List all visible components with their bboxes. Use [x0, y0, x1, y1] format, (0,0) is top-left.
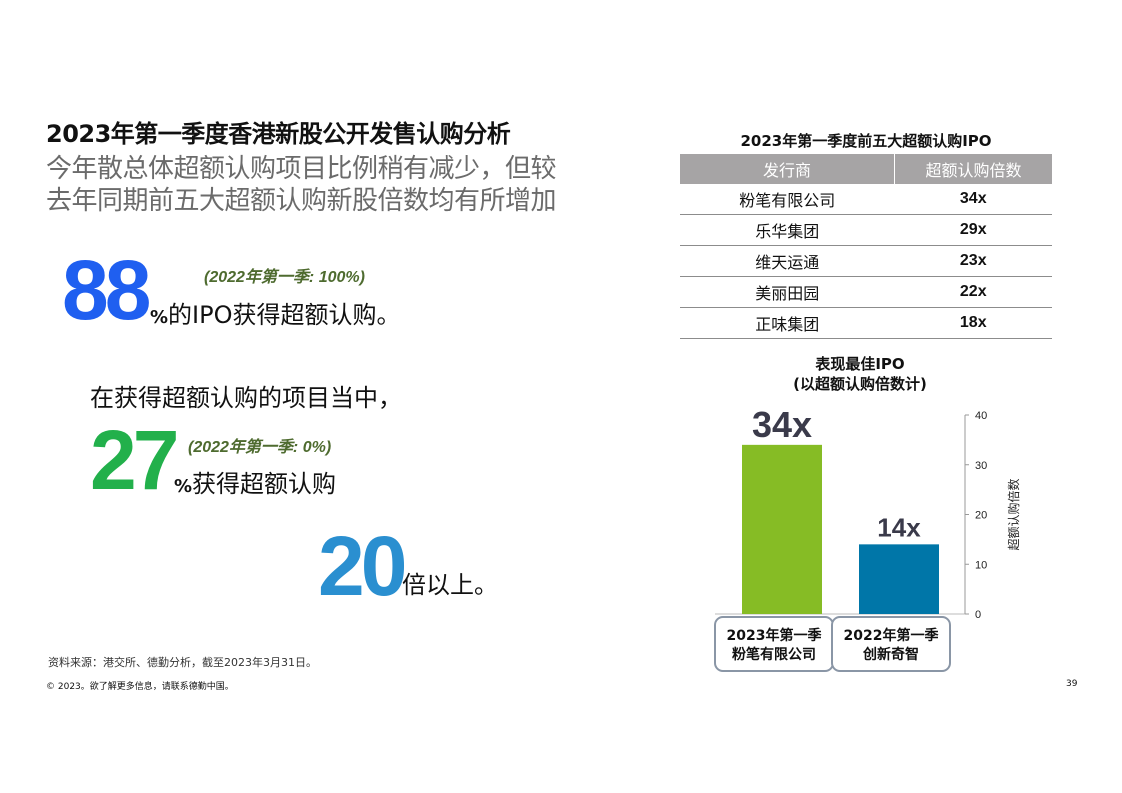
top-ipo-table: 发行商 超额认购倍数 粉笔有限公司 34x 乐华集团 29x 维天运通 23x …: [680, 154, 1052, 339]
table-row: 维天运通 23x: [680, 245, 1052, 277]
table-row: 美丽田园 22x: [680, 276, 1052, 308]
stat-27-description: 获得超额认购: [192, 470, 337, 498]
header-multiple: 超额认购倍数: [894, 154, 1052, 184]
table-row: 粉笔有限公司 34x: [680, 184, 1052, 215]
y-tick-label: 0: [975, 609, 981, 621]
y-axis-label: 超额认购倍数: [1006, 478, 1021, 550]
chart-title-line-2: (以超额认购倍数计): [793, 375, 927, 393]
multiple-cell: 18x: [894, 307, 1052, 339]
y-tick-label: 30: [975, 460, 987, 472]
multiple-cell: 34x: [894, 184, 1052, 215]
subtitle-line-1: 今年散总体超额认购项目比例稍有减少，但较: [46, 154, 557, 184]
stat-88-description: 的IPO获得超额认购。: [168, 301, 401, 329]
stat-27-percent: %: [174, 476, 193, 497]
bar-data-label: 14x: [877, 512, 921, 542]
category-label: 粉笔有限公司: [732, 646, 816, 663]
oversubscribed-intro: 在获得超额认购的项目当中，: [90, 384, 402, 412]
table-header-row: 发行商 超额认购倍数: [680, 154, 1052, 184]
page-title: 2023年第一季度香港新股公开发售认购分析: [46, 120, 511, 148]
table-row: 正味集团 18x: [680, 307, 1052, 339]
category-label: 创新奇智: [862, 646, 919, 663]
category-label: 2022年第一季: [844, 627, 939, 644]
stat-27-number: 27: [90, 413, 179, 507]
table-title: 2023年第一季度前五大超额认购IPO: [740, 132, 992, 150]
stat-27-comparison-note: (2022年第一季: 0%): [188, 439, 332, 456]
category-label-box: [831, 616, 951, 672]
chart-title: 表现最佳IPO (以超额认购倍数计): [760, 354, 960, 394]
stat-88-number: 88: [62, 243, 151, 337]
table-row: 乐华集团 29x: [680, 214, 1052, 246]
stat-88-comparison-note: (2022年第一季: 100%): [204, 269, 365, 286]
source-note: 资料来源：港交所、德勤分析，截至2023年3月31日。: [48, 656, 317, 669]
stat-20-number: 20: [318, 519, 407, 613]
multiple-cell: 29x: [894, 214, 1052, 246]
bar-0: [742, 444, 822, 614]
header-issuer: 发行商: [680, 154, 895, 184]
page-number: 39: [1066, 679, 1078, 689]
issuer-cell: 粉笔有限公司: [680, 184, 895, 215]
issuer-cell: 维天运通: [680, 245, 895, 277]
y-tick-label: 40: [975, 410, 987, 422]
issuer-cell: 乐华集团: [680, 214, 895, 246]
issuer-cell: 正味集团: [680, 307, 895, 339]
stat-20-description: 倍以上。: [402, 571, 498, 599]
chart-title-line-1: 表现最佳IPO: [815, 355, 905, 373]
stat-88-text: %的IPO获得超额认购。: [150, 295, 401, 330]
bar-1: [859, 544, 939, 614]
y-tick-label: 20: [975, 510, 987, 522]
multiple-cell: 23x: [894, 245, 1052, 277]
issuer-cell: 美丽田园: [680, 276, 895, 308]
stat-27-text: %获得超额认购: [174, 464, 336, 499]
multiple-cell: 22x: [894, 276, 1052, 308]
category-label: 2023年第一季: [727, 627, 822, 644]
y-tick-label: 10: [975, 559, 987, 571]
subtitle-line-2: 去年同期前五大超额认购新股倍数均有所增加: [46, 186, 557, 216]
copyright-notice: © 2023。欲了解更多信息，请联系德勤中国。: [46, 682, 234, 692]
bar-data-label: 34x: [752, 404, 812, 445]
stat-88-percent: %: [150, 307, 169, 328]
